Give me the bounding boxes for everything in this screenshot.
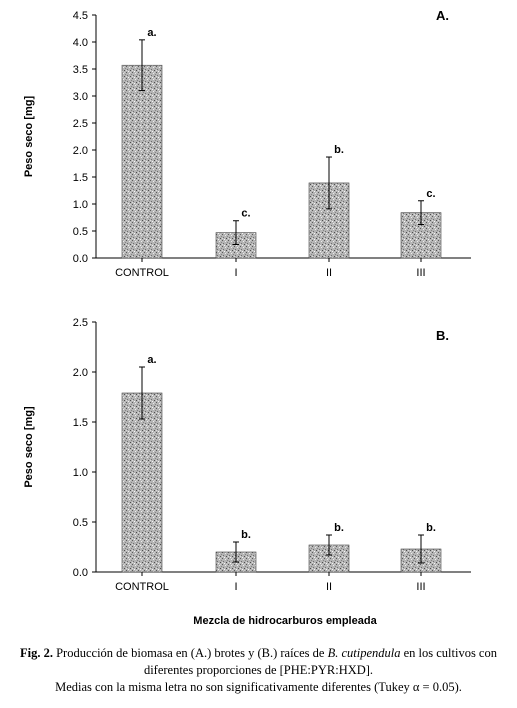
y-tick-label: 3.5 [73, 64, 88, 76]
significance-letter: b. [241, 529, 251, 541]
x-tick-label: II [326, 267, 332, 279]
significance-letter: b. [334, 522, 344, 534]
significance-letter: c. [426, 188, 435, 200]
x-axis-label: Mezcla de hidrocarburos empleada [193, 615, 377, 627]
panel-label: A. [436, 8, 449, 23]
significance-letter: c. [241, 208, 250, 220]
significance-letter: b. [334, 144, 344, 156]
x-tick-label: III [416, 267, 425, 279]
bar-control [121, 392, 163, 573]
x-tick-label: I [234, 581, 237, 593]
caption-text-1: Producción de biomasa en (A.) brotes y (… [52, 646, 328, 660]
y-tick-label: 0.0 [73, 567, 88, 579]
figure-caption: Fig. 2. Producción de biomasa en (A.) br… [0, 645, 517, 696]
y-tick-label: 0.0 [73, 253, 88, 265]
y-tick-label: 1.0 [73, 199, 88, 211]
x-tick-label: CONTROL [115, 267, 169, 279]
y-tick-label: 4.0 [73, 37, 88, 49]
y-tick-label: 2.0 [73, 145, 88, 157]
significance-letter: b. [426, 522, 436, 534]
x-tick-label: CONTROL [115, 581, 169, 593]
y-tick-label: 4.5 [73, 10, 88, 22]
y-tick-label: 1.0 [73, 467, 88, 479]
x-tick-label: III [416, 581, 425, 593]
y-tick-label: 3.0 [73, 91, 88, 103]
y-tick-label: 2.5 [73, 118, 88, 130]
caption-text-2: en los cultivos con diferentes proporcio… [143, 646, 497, 677]
caption-line-2: Medias con la misma letra no son signifi… [55, 680, 462, 694]
y-tick-label: 1.5 [73, 417, 88, 429]
y-axis-label: Peso seco [mg] [23, 96, 35, 178]
chart-b: 0.0 0.5 1.0 1.5 2.0 2.5 Peso seco [mg] B. a. CONT… [23, 317, 471, 627]
y-tick-label: 0.5 [73, 226, 88, 238]
y-axis-label: Peso seco [mg] [23, 406, 35, 488]
x-tick-label: I [234, 267, 237, 279]
y-tick-label: 2.5 [73, 317, 88, 329]
y-tick-label: 1.5 [73, 172, 88, 184]
y-tick-label: 2.0 [73, 367, 88, 379]
y-tick-label: 0.5 [73, 517, 88, 529]
chart-a: 0.0 0.5 1.0 1.5 2.0 2.5 3.0 3.5 4.0 4.5 Peso seco … [23, 8, 471, 279]
significance-letter: a. [147, 354, 156, 366]
caption-fig-label: Fig. 2. [20, 646, 53, 660]
x-tick-label: II [326, 581, 332, 593]
significance-letter: a. [147, 27, 156, 39]
panel-label: B. [436, 328, 449, 343]
bar-control [121, 64, 163, 259]
caption-species: B. cutipendula [327, 646, 401, 660]
